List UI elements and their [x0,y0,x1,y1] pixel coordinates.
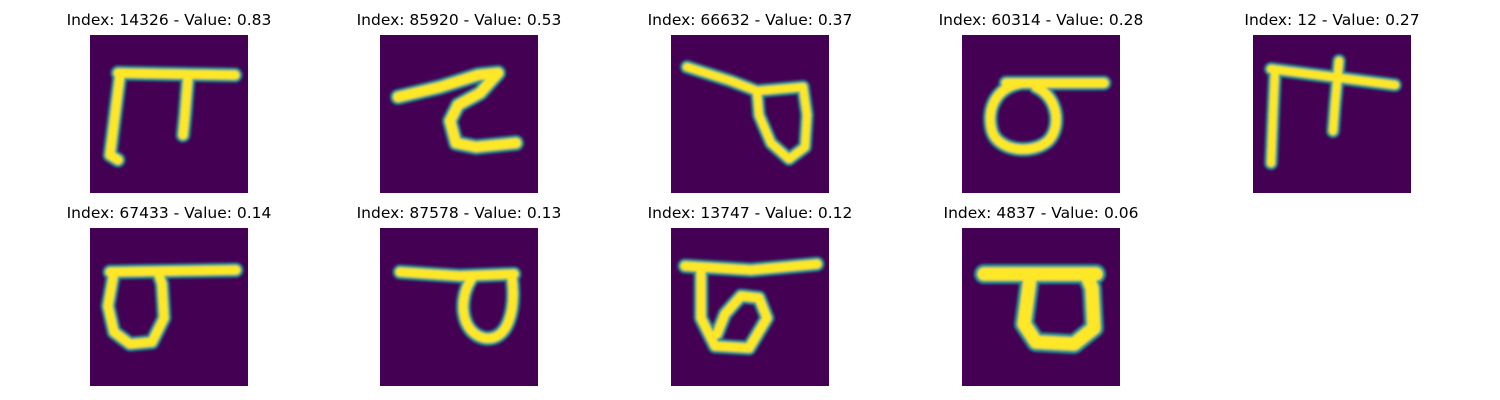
handwritten-glyph-image [380,228,538,386]
handwritten-glyph-image [962,228,1120,386]
handwritten-glyph-image [671,228,829,386]
handwritten-glyph-image [671,35,829,193]
handwritten-glyph-image [90,228,248,386]
handwritten-glyph-image [962,35,1120,193]
tile-title: Index: 67433 - Value: 0.14 [66,204,272,222]
tile-title: Index: 85920 - Value: 0.53 [356,11,562,29]
tile-title: Index: 60314 - Value: 0.28 [938,11,1144,29]
handwritten-glyph-image [1253,35,1411,193]
tile-title: Index: 87578 - Value: 0.13 [356,204,562,222]
tile-title: Index: 14326 - Value: 0.83 [66,11,272,29]
tile-title: Index: 66632 - Value: 0.37 [647,11,853,29]
tile-title: Index: 12 - Value: 0.27 [1244,11,1420,29]
handwritten-glyph-image [380,35,538,193]
tile-title: Index: 13747 - Value: 0.12 [647,204,853,222]
tile-title: Index: 4837 - Value: 0.06 [943,204,1139,222]
handwritten-glyph-image [90,35,248,193]
